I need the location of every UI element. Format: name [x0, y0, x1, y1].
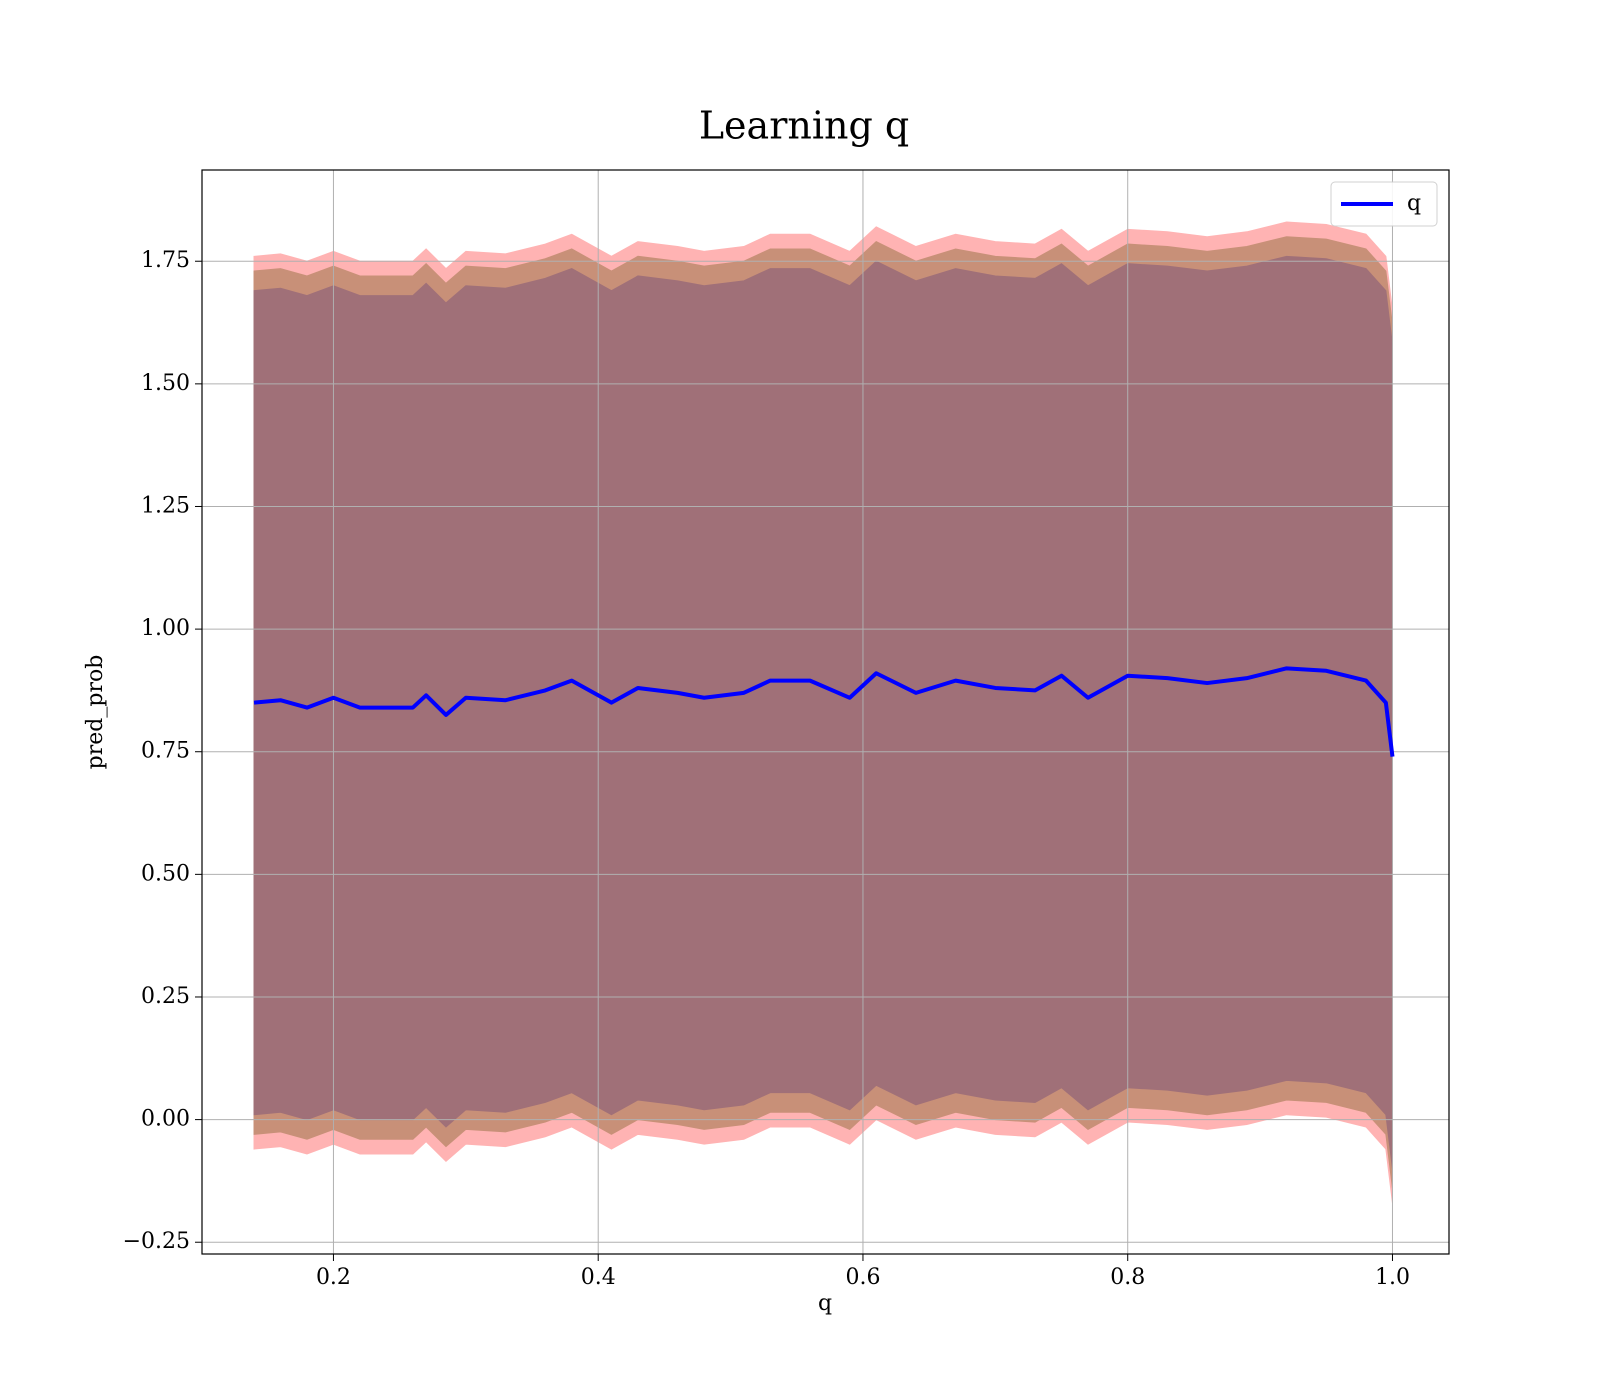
- y-tick-label: 0.50: [141, 861, 190, 886]
- legend-label: q: [1407, 191, 1421, 216]
- band-area: [253, 255, 1393, 1169]
- x-tick-label: 0.4: [581, 1265, 616, 1290]
- y-tick-label: 1.75: [141, 248, 190, 273]
- y-tick-label: 1.00: [141, 616, 190, 641]
- y-tick-label: 1.25: [141, 493, 190, 518]
- y-tick-label: −0.25: [123, 1229, 190, 1254]
- x-axis-label: q: [818, 1291, 832, 1316]
- y-tick-label: 0.00: [141, 1107, 190, 1132]
- plot-frame: [201, 169, 1450, 1255]
- y-tick-label: 0.75: [141, 739, 190, 764]
- y-tick-label: 1.50: [141, 371, 190, 396]
- x-tick-label: 1.0: [1375, 1265, 1410, 1290]
- y-axis-label: pred_prob: [83, 655, 108, 770]
- x-tick-label: 0.6: [845, 1265, 880, 1290]
- y-tick-label: 0.25: [141, 984, 190, 1009]
- x-tick-label: 0.2: [316, 1265, 351, 1290]
- x-tick-label: 0.8: [1110, 1265, 1145, 1290]
- series-line: [253, 666, 1395, 757]
- chart-title: Learning q: [699, 104, 909, 148]
